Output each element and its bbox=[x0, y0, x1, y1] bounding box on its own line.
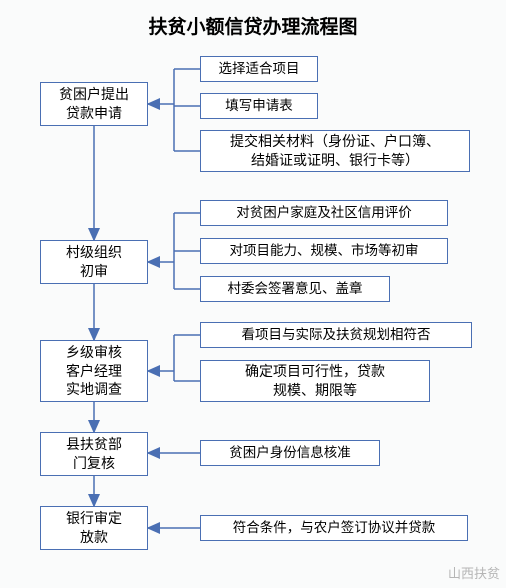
flow-node-s2c: 村委会签署意见、盖章 bbox=[200, 276, 390, 302]
flow-node-s3a: 看项目与实际及扶贫规划相符否 bbox=[200, 322, 472, 348]
flow-node-s4a: 贫困户身份信息核准 bbox=[200, 440, 380, 466]
flow-node-step5: 银行审定放款 bbox=[40, 506, 148, 550]
watermark: 山西扶贫 bbox=[448, 563, 500, 582]
flow-node-step4: 县扶贫部门复核 bbox=[40, 432, 148, 476]
flow-node-s1a: 选择适合项目 bbox=[200, 56, 318, 82]
flow-node-step2: 村级组织初审 bbox=[40, 240, 148, 284]
page-title: 扶贫小额信贷办理流程图 bbox=[0, 0, 506, 39]
flow-node-s1c: 提交相关材料（身份证、户口簿、结婚证或证明、银行卡等） bbox=[200, 130, 470, 172]
flow-node-s1b: 填写申请表 bbox=[200, 93, 318, 119]
flow-node-s2b: 对项目能力、规模、市场等初审 bbox=[200, 238, 448, 264]
flow-node-step3: 乡级审核客户经理实地调查 bbox=[40, 340, 148, 402]
flow-node-s3b: 确定项目可行性，贷款规模、期限等 bbox=[200, 360, 430, 402]
flow-node-step1: 贫困户提出贷款申请 bbox=[40, 82, 148, 126]
flow-node-s2a: 对贫困户家庭及社区信用评价 bbox=[200, 200, 448, 226]
flow-node-s5a: 符合条件，与农户签订协议并贷款 bbox=[200, 515, 468, 541]
